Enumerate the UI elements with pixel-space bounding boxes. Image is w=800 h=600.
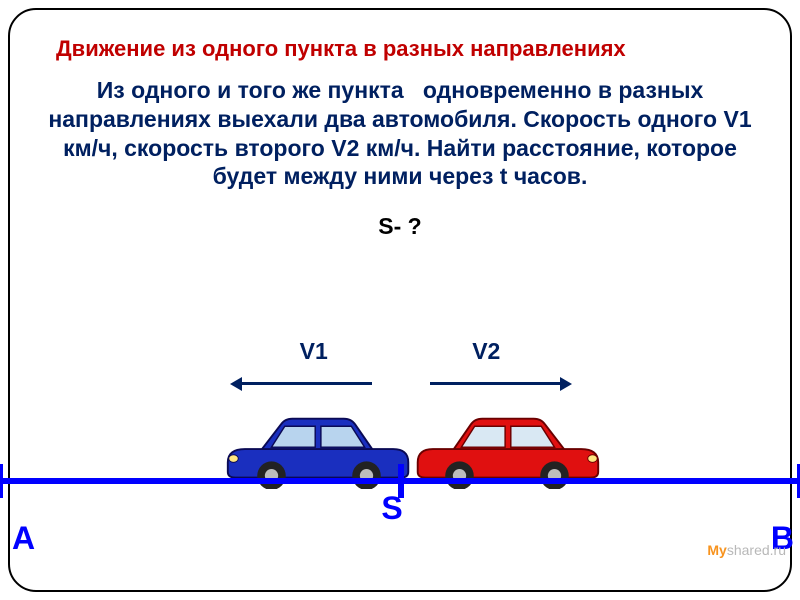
arrow-row [10,374,790,394]
velocity-labels: V1 V2 [10,338,790,365]
axis-label-s: S [381,490,402,527]
arrow-right-icon [430,382,560,385]
axis-label-a: A [12,520,35,557]
problem-text: Из одного и того же пункта одновременно … [38,76,762,191]
watermark-prefix: My [707,542,726,558]
question-text: S- ? [38,213,762,240]
axis-tick-a [0,464,3,498]
arrow-left-icon [242,382,372,385]
v2-label: V2 [472,338,500,365]
watermark: Myshared.ru [707,542,786,558]
heading: Движение из одного пункта в разных напра… [56,36,762,62]
v1-label: V1 [300,338,328,365]
watermark-rest: shared.ru [727,542,786,558]
